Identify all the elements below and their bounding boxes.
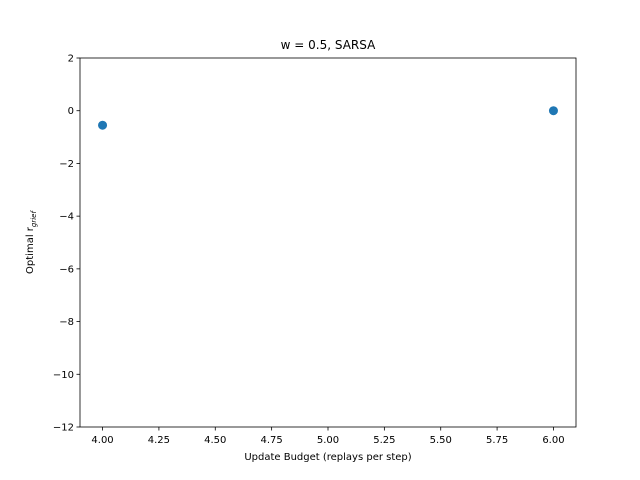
x-axis-ticks: 4.00 4.25 4.50 4.75 5.00 5.25 5.50 5.75 6.00: [91, 427, 565, 446]
x-tick-label: 4.00: [91, 435, 113, 446]
x-tick-label: 4.50: [204, 435, 226, 446]
x-tick-label: 4.75: [261, 435, 283, 446]
y-tick-label: −6: [59, 264, 74, 275]
y-tick-label: −4: [59, 212, 74, 223]
x-axis-label: Update Budget (replays per step): [244, 452, 411, 463]
y-tick-label: −8: [59, 317, 74, 328]
data-point: [548, 106, 558, 116]
data-point: [98, 120, 108, 130]
x-tick-label: 5.25: [373, 435, 395, 446]
chart-title: w = 0.5, SARSA: [281, 38, 376, 52]
y-tick-label: 2: [68, 54, 74, 65]
x-tick-label: 5.75: [486, 435, 508, 446]
x-tick-label: 4.25: [148, 435, 170, 446]
x-tick-label: 5.50: [430, 435, 452, 446]
y-axis-ticks: 2 0 −2 −4 −6 −8 −10 −12: [53, 54, 80, 434]
data-points: [98, 106, 558, 130]
y-tick-label: 0: [68, 106, 74, 117]
y-tick-label: −2: [59, 159, 74, 170]
y-tick-label: −10: [53, 370, 74, 381]
y-axis-label-main: Optimal r: [25, 226, 36, 274]
x-tick-label: 6.00: [542, 435, 564, 446]
plot-area-frame: [79, 57, 577, 428]
x-tick-label: 5.00: [317, 435, 339, 446]
y-axis-label: Optimal rgrief: [25, 210, 38, 274]
y-axis-label-subscript: grief: [30, 210, 38, 228]
y-tick-label: −12: [53, 423, 74, 434]
